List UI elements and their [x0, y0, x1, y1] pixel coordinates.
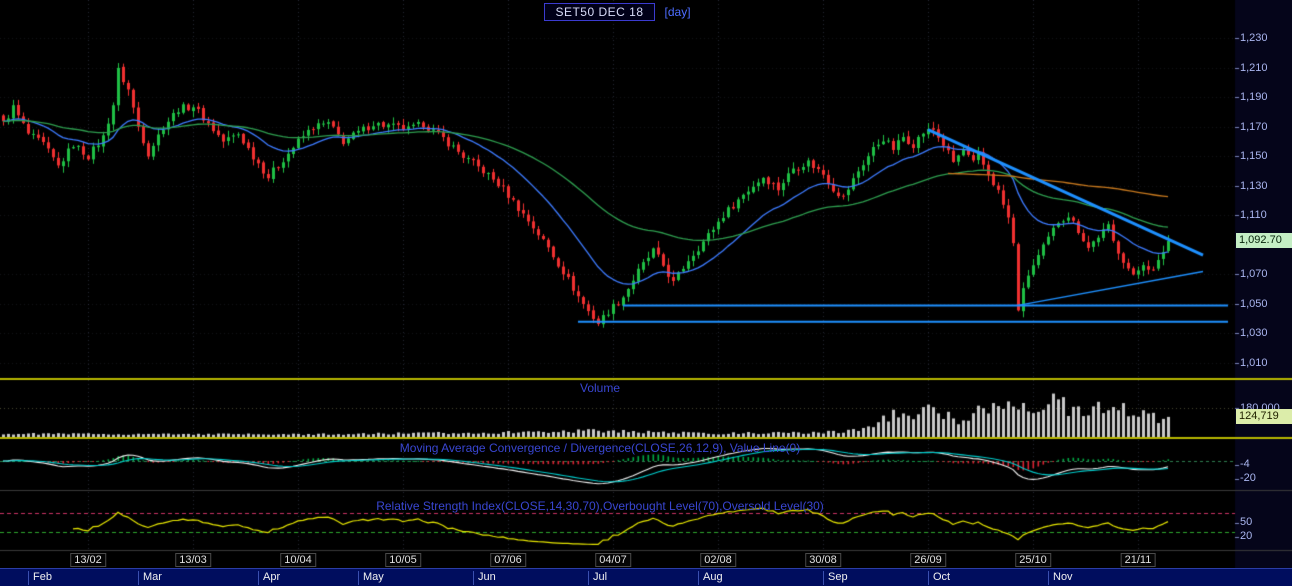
month-label: Mar	[143, 571, 162, 583]
month-boundary-tick	[258, 571, 259, 585]
month-boundary-tick	[138, 571, 139, 585]
month-label: Aug	[703, 571, 723, 583]
month-boundary-tick	[473, 571, 474, 585]
rsi-panel-title: Relative Strength Index(CLOSE,14,30,70),…	[376, 499, 824, 513]
rsi-axis-label: 50	[1240, 516, 1253, 528]
month-label: Nov	[1053, 571, 1073, 583]
month-boundary-tick	[928, 571, 929, 585]
last-volume-box: 124,719	[1236, 409, 1292, 424]
month-boundary-tick	[698, 571, 699, 585]
macd-axis-label: -20	[1240, 472, 1256, 484]
symbol-title: SET50 DEC 18	[544, 3, 655, 21]
month-boundary-tick	[823, 571, 824, 585]
month-label: Oct	[933, 571, 951, 583]
macd-panel-title: Moving Average Convergence / Divergence(…	[399, 441, 801, 455]
month-label: Jun	[478, 571, 496, 583]
date-axis[interactable]	[0, 551, 1235, 567]
month-label: Apr	[263, 571, 281, 583]
last-price-box: 1,092.70	[1236, 233, 1292, 248]
rsi-axis-label: 20	[1240, 530, 1253, 542]
month-label: Jul	[593, 571, 608, 583]
interval-label[interactable]: [day]	[664, 5, 691, 19]
chart-header: SET50 DEC 18 [day]	[0, 3, 1235, 21]
month-label: Sep	[828, 571, 848, 583]
month-boundary-tick	[358, 571, 359, 585]
month-boundary-tick	[588, 571, 589, 585]
month-label: Feb	[33, 571, 52, 583]
month-boundary-tick	[28, 571, 29, 585]
month-boundary-tick	[1048, 571, 1049, 585]
macd-axis-label: -4	[1240, 458, 1250, 470]
volume-panel-title: Volume	[579, 381, 621, 395]
month-axis[interactable]: Feb Mar Apr May Jun Jul Aug Sep Oct Nov	[0, 568, 1292, 586]
month-label: May	[363, 571, 384, 583]
